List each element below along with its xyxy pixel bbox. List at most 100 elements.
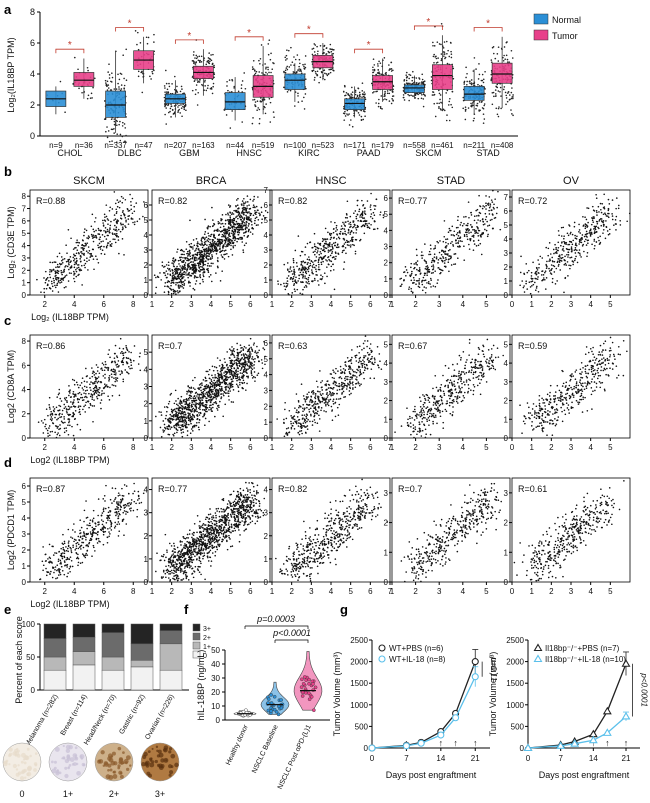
scatter-point-b [239, 218, 242, 221]
jitter-point-a [347, 93, 350, 96]
scatter-point-b [320, 261, 323, 264]
scatter-point-b [340, 225, 343, 227]
jitter-point-a [326, 74, 329, 77]
scatter-point-b [292, 257, 295, 260]
scatter-point-b [227, 236, 229, 239]
panel-label-g: g [340, 602, 348, 617]
scatter-point-b [49, 287, 52, 290]
scatter-point-b [92, 236, 95, 238]
scatter-point-b [216, 250, 218, 253]
scatter-point-b [99, 230, 102, 232]
tick-label-y-b: 3 [504, 249, 509, 258]
scatter-point-b [212, 219, 214, 221]
scatter-title-b: BRCA [196, 175, 227, 187]
scatter-point-b [548, 242, 551, 244]
jitter-point-a [210, 59, 213, 62]
jitter-point-a [351, 86, 353, 89]
scatter-point-b [235, 210, 237, 213]
scatter-point-b [597, 205, 600, 208]
scatter-point-b [183, 250, 185, 253]
jitter-point-a [512, 97, 514, 100]
scatter-point-b [205, 240, 207, 243]
jitter-point-a [207, 57, 210, 59]
jitter-point-a [118, 78, 121, 81]
scatter-point-b [525, 263, 528, 265]
scatter-point-b [56, 284, 58, 286]
scatter-point-b [424, 291, 427, 294]
scatter-point-b [445, 241, 447, 244]
scatter-point-b [179, 259, 182, 261]
jitter-point-a [124, 127, 127, 129]
scatter-point-b [79, 258, 82, 260]
scatter-point-b [68, 263, 70, 266]
scatter-point-b [563, 237, 565, 240]
jitter-point-a [125, 48, 128, 51]
jitter-point-a [123, 141, 125, 143]
scatter-point-b [227, 212, 229, 215]
scatter-point-b [214, 246, 217, 248]
scatter-point-b [592, 209, 595, 212]
scatter-point-b [449, 242, 452, 245]
jitter-point-a [197, 91, 200, 94]
scatter-point-b [124, 217, 127, 219]
scatter-point-b [547, 254, 549, 257]
scatter-point-b [317, 247, 320, 250]
scatter-point-b [76, 249, 79, 251]
scatter-point-b [216, 229, 218, 231]
jitter-point-a [117, 73, 119, 76]
scatter-point-b [206, 264, 209, 267]
scatter-point-b [558, 255, 560, 258]
jitter-point-a [403, 80, 405, 82]
scatter-point-b [439, 240, 441, 242]
tick-label-x-c: 2 [43, 443, 48, 452]
jitter-point-a [379, 62, 382, 64]
scatter-point-b [463, 234, 466, 236]
scatter-point-b [334, 258, 336, 260]
scatter-point-b [356, 213, 359, 216]
scatter-point-b [202, 280, 204, 283]
scatter-point-b [558, 261, 561, 263]
scatter-point-b [615, 197, 618, 199]
scatter-point-b [328, 263, 330, 266]
jitter-point-a [193, 61, 195, 63]
jitter-point-a [388, 64, 390, 66]
scatter-point-b [594, 227, 596, 230]
jitter-point-a [462, 107, 464, 110]
jitter-point-a [508, 94, 511, 96]
scatter-point-b [361, 213, 364, 216]
scatter-point-b [357, 219, 359, 222]
scatter-point-b [186, 257, 189, 260]
scatter-point-c [57, 393, 60, 396]
scatter-point-b [563, 291, 565, 294]
scatter-point-b [302, 288, 304, 291]
scatter-point-b [459, 240, 462, 242]
scatter-point-b [544, 271, 546, 274]
jitter-point-a [314, 44, 317, 46]
scatter-point-b [541, 270, 544, 272]
jitter-point-a [123, 77, 125, 80]
scatter-point-b [315, 270, 318, 273]
scatter-point-b [362, 217, 364, 219]
jitter-point-a [201, 83, 203, 86]
scatter-point-c [80, 393, 83, 396]
scatter-point-b [455, 233, 458, 236]
jitter-point-a [195, 57, 198, 60]
jitter-point-a [432, 55, 435, 58]
jitter-point-a [466, 72, 468, 75]
scatter-point-b [212, 250, 215, 253]
jitter-point-a [226, 85, 228, 87]
jitter-point-a [180, 107, 183, 109]
jitter-point-a [179, 112, 182, 114]
jitter-point-a [510, 109, 512, 111]
tick-label-x-b: 1 [150, 300, 155, 309]
jitter-point-a [197, 59, 200, 62]
scatter-point-b [447, 231, 450, 234]
jitter-point-a [344, 110, 346, 113]
jitter-point-a [372, 71, 374, 74]
scatter-point-b [208, 246, 210, 248]
scatter-point-b [229, 216, 232, 219]
jitter-point-a [447, 49, 449, 52]
scatter-point-b [181, 283, 184, 286]
scatter-point-b [111, 208, 114, 210]
jitter-point-a [120, 84, 123, 86]
